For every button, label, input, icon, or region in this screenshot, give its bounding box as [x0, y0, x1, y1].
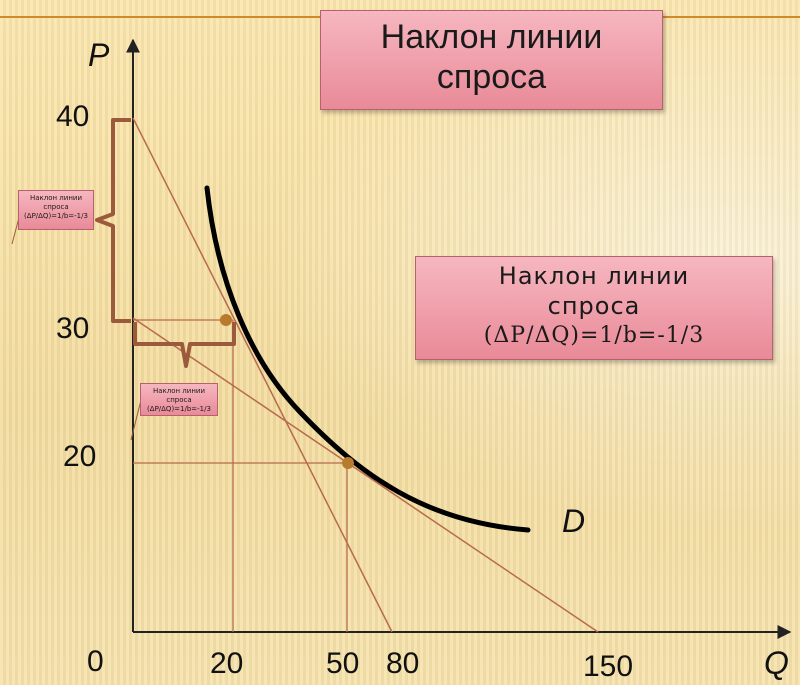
x-tick-50: 50	[326, 647, 360, 680]
title-line-1: Наклон линии	[380, 18, 603, 56]
curve-point-lower	[342, 457, 354, 469]
x-tick-150: 150	[583, 650, 634, 683]
note-b-formula: (ΔP/ΔQ)=1/b=-1/3	[147, 405, 211, 413]
x-axis-label: Q	[764, 645, 789, 681]
slope-note-horizontal: Наклон линии спроса (ΔP/ΔQ)=1/b=-1/3	[140, 383, 218, 416]
slope-note-vertical: Наклон линии спроса (ΔP/ΔQ)=1/b=-1/3	[18, 190, 94, 230]
y-tick-30: 30	[56, 312, 90, 345]
note-b-line-1: Наклон линии	[152, 387, 206, 395]
curve-label-d: D	[562, 503, 586, 539]
bracket-horizontal	[133, 322, 236, 368]
curve-point-upper	[220, 314, 232, 326]
y-tick-40: 40	[56, 100, 90, 133]
demand-line-flat	[132, 317, 599, 633]
slope-info-box: Наклон линии спроса (ΔP/ΔQ)=1/b=-1/3	[415, 256, 773, 360]
info-formula: (ΔP/ΔQ)=1/b=-1/3	[483, 323, 705, 348]
origin-label: 0	[87, 645, 104, 678]
info-line-1: Наклон линии	[498, 262, 690, 290]
info-line-2: спроса	[547, 292, 641, 320]
note-b-connector	[130, 399, 142, 441]
note-a-formula: (ΔP/ΔQ)=1/b=-1/3	[24, 212, 88, 220]
y-tick-20: 20	[63, 440, 97, 473]
note-b-line-2: спроса	[166, 396, 192, 404]
bracket-vertical	[95, 118, 131, 323]
x-tick-80: 80	[386, 647, 420, 680]
x-tick-20: 20	[210, 647, 244, 680]
demand-line-steep	[132, 117, 393, 633]
note-a-line-2: спроса	[43, 203, 69, 211]
y-axis-label: P	[88, 37, 110, 73]
title-box: Наклон линии спроса	[320, 10, 663, 110]
demand-curve	[204, 185, 531, 533]
title-line-2: спроса	[436, 58, 547, 96]
note-a-line-1: Наклон линии	[29, 194, 83, 202]
